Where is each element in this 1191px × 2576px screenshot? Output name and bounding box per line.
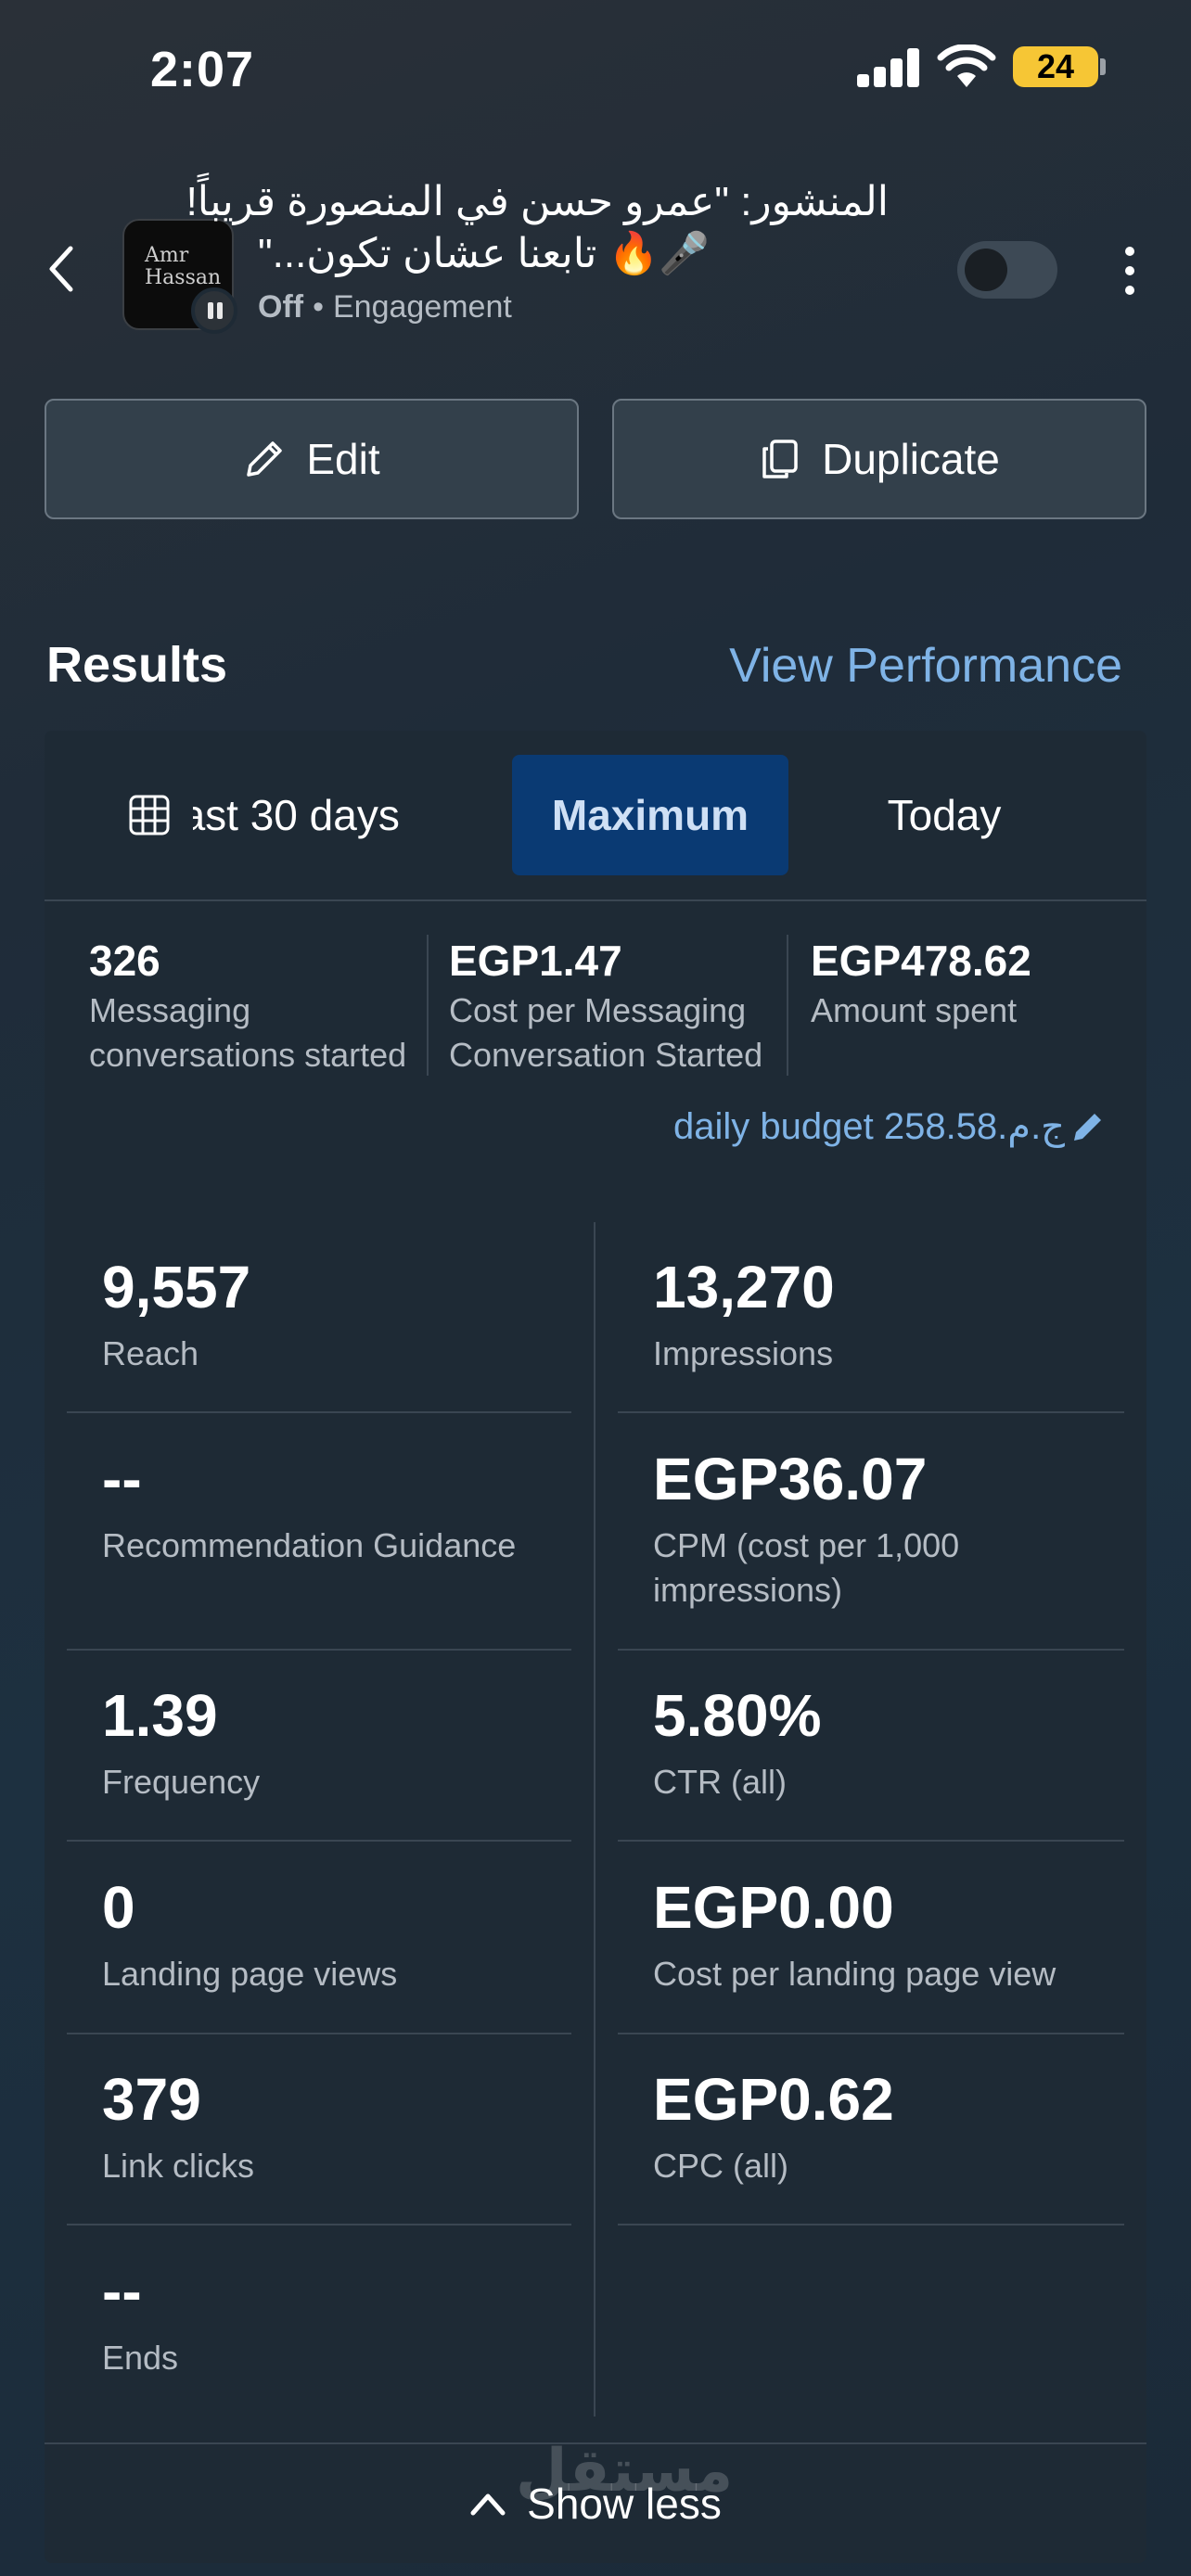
- metric-value: --: [102, 2258, 142, 2325]
- toggle-knob: [965, 249, 1007, 291]
- metric-label: Frequency: [102, 1763, 261, 1801]
- campaign-toggle[interactable]: [957, 241, 1057, 299]
- metric-cpm: EGP36.07 CPM (cost per 1,000 impressions…: [653, 1442, 1061, 1613]
- metric-link-clicks: 379 Link clicks: [102, 2062, 607, 2188]
- battery-icon: 24: [1013, 46, 1098, 87]
- results-card: Last 30 days Maximum Today 326 Messaging…: [45, 731, 1146, 2563]
- post-title-line-2: 🎤🔥 تابعنا عشان تكون...": [258, 231, 711, 276]
- metric-frequency: 1.39 Frequency: [102, 1678, 607, 1804]
- metric-value: --: [102, 1446, 142, 1512]
- watermark: مستقل: [516, 2437, 734, 2506]
- metric-reach: 9,557 Reach: [102, 1250, 607, 1376]
- post-title: المنشور: "عمرو حسن في المنصورة قريباً! 🎤…: [186, 176, 889, 280]
- objective-label: Engagement: [333, 289, 512, 325]
- metric-ends: -- Ends: [102, 2254, 607, 2380]
- metric-label: CPM (cost per 1,000 impressions): [653, 1526, 960, 1609]
- metric-label: CTR (all): [653, 1763, 787, 1801]
- metric-divider: [618, 1649, 1124, 1651]
- metric-value: 1.39: [102, 1682, 218, 1749]
- metric-value: 13,270: [653, 1254, 835, 1320]
- metric-divider: [67, 1411, 571, 1413]
- summary-amount-spent: EGP478.62 Amount spent: [811, 933, 1126, 1072]
- show-less-label: Show less: [527, 2480, 722, 2528]
- metric-label: Landing page views: [102, 1955, 398, 1993]
- metric-ctr: 5.80% CTR (all): [653, 1678, 1146, 1804]
- metric-impressions: 13,270 Impressions: [653, 1250, 1146, 1376]
- summary-label: Cost per Messaging Conversation Started: [449, 991, 763, 1074]
- summary-divider: [787, 935, 788, 1076]
- tab-today[interactable]: Today: [887, 791, 1002, 839]
- metric-label: Cost per landing page view: [653, 1955, 1057, 1993]
- metric-landing-page-views: 0 Landing page views: [102, 1870, 607, 1996]
- metric-value: EGP0.00: [653, 1874, 894, 1941]
- metric-value: 9,557: [102, 1254, 251, 1320]
- tab-last-30-days[interactable]: Last 30 days: [193, 755, 499, 875]
- more-options-icon[interactable]: [1121, 243, 1139, 299]
- post-thumbnail[interactable]: Amr Hassan: [122, 219, 234, 330]
- status-bar: 2:07 24: [0, 0, 1191, 139]
- battery-tip: [1100, 58, 1106, 75]
- pencil-icon: [1074, 1114, 1101, 1141]
- metric-cost-per-landing-page-view: EGP0.00 Cost per landing page view: [653, 1870, 1146, 1996]
- duplicate-button[interactable]: Duplicate: [612, 399, 1146, 519]
- metric-divider: [67, 1840, 571, 1842]
- metric-label: CPC (all): [653, 2147, 789, 2185]
- duplicate-icon: [762, 440, 798, 478]
- metric-divider: [618, 2224, 1124, 2225]
- thumbnail-logo: Amr Hassan: [145, 245, 221, 289]
- thumb-text-1: Amr: [145, 244, 189, 267]
- daily-budget-link[interactable]: daily budget 258.58.ج.م: [673, 1105, 1106, 1148]
- post-meta: Off • Engagement: [258, 289, 512, 325]
- summary-messaging-conversations: 326 Messaging conversations started: [89, 933, 423, 1074]
- metric-divider: [618, 2033, 1124, 2034]
- duplicate-button-label: Duplicate: [822, 435, 1000, 483]
- cellular-signal-icon: [857, 48, 920, 87]
- summary-value: EGP478.62: [811, 937, 1031, 985]
- metric-divider: [618, 1411, 1124, 1413]
- daily-budget-label: daily budget 258.58.ج.م: [673, 1106, 1065, 1147]
- edit-button[interactable]: Edit: [45, 399, 579, 519]
- status-label: Off: [258, 289, 304, 325]
- metric-label: Impressions: [653, 1334, 834, 1372]
- post-title-line-1: المنشور: "عمرو حسن في المنصورة قريباً!: [186, 179, 889, 224]
- metric-divider: [67, 1649, 571, 1651]
- status-time: 2:07: [150, 42, 255, 97]
- paused-icon: [191, 287, 237, 334]
- metric-value: EGP0.62: [653, 2066, 894, 2133]
- metric-recommendation-guidance: -- Recommendation Guidance: [102, 1442, 607, 1568]
- summary-cost-per-conversation: EGP1.47 Cost per Messaging Conversation …: [449, 933, 792, 1074]
- metric-label: Recommendation Guidance: [102, 1526, 517, 1564]
- metric-label: Reach: [102, 1334, 199, 1372]
- view-performance-link[interactable]: View Performance: [729, 639, 1122, 693]
- show-less-button[interactable]: Show less: [45, 2442, 1146, 2563]
- wifi-icon: [937, 45, 996, 87]
- back-chevron-icon[interactable]: [43, 243, 80, 295]
- thumb-text-2: Hassan: [145, 266, 222, 289]
- metric-divider: [618, 1840, 1124, 1842]
- metric-divider: [67, 2033, 571, 2034]
- metric-value: 5.80%: [653, 1682, 822, 1749]
- metric-value: EGP36.07: [653, 1446, 928, 1512]
- edit-button-label: Edit: [306, 435, 380, 483]
- summary-value: EGP1.47: [449, 937, 622, 985]
- summary-divider: [427, 935, 429, 1076]
- chevron-up-icon: [470, 2493, 506, 2516]
- metric-label: Link clicks: [102, 2147, 255, 2185]
- metric-label: Ends: [102, 2339, 179, 2377]
- summary-value: 326: [89, 937, 160, 985]
- metric-value: 379: [102, 2066, 201, 2133]
- metrics-column-divider: [594, 1222, 596, 2417]
- metric-value: 0: [102, 1874, 135, 1941]
- meta-separator: •: [313, 289, 324, 325]
- summary-label: Messaging conversations started: [89, 991, 407, 1074]
- date-range-tabs: Last 30 days Maximum Today: [45, 731, 1146, 901]
- results-title: Results: [46, 637, 228, 693]
- metric-cpc: EGP0.62 CPC (all): [653, 2062, 1146, 2188]
- tab-last-30-days-label: Last 30 days: [193, 791, 400, 839]
- summary-label: Amount spent: [811, 991, 1018, 1029]
- tab-maximum[interactable]: Maximum: [512, 755, 788, 875]
- table-icon[interactable]: [128, 794, 171, 836]
- pencil-icon: [247, 441, 283, 477]
- metric-divider: [67, 2224, 571, 2225]
